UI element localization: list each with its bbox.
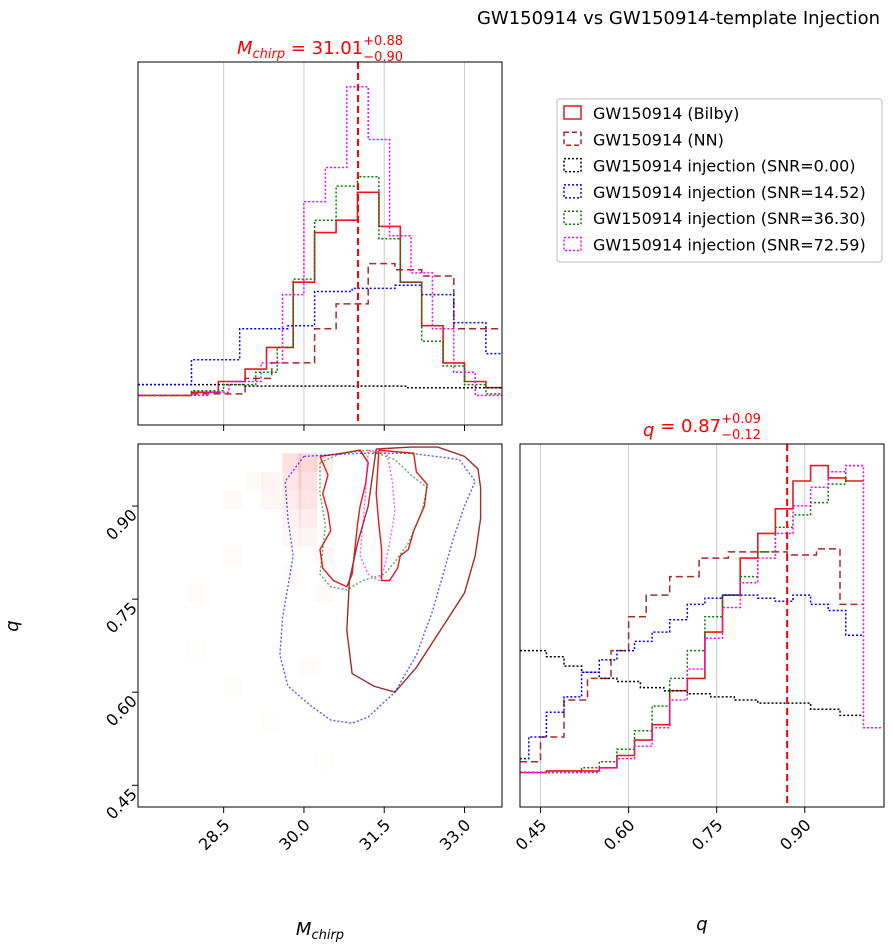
legend: GW150914 (Bilby) GW150914 (NN) GW150914 in… — [556, 98, 883, 263]
hist-gw150914-bilby — [520, 464, 864, 774]
figure-title: GW150914 vs GW150914-template Injection — [477, 8, 880, 29]
mchirp-marginal-panel: Mchirp = 31.01+0.88 −0.90 — [137, 34, 503, 431]
hist-gw150914-injection-snr-36-30 — [138, 176, 502, 397]
legend-label: GW150914 injection (SNR=72.59) — [593, 236, 866, 255]
legend-frame — [556, 98, 883, 263]
q-marginal-grid — [540, 444, 806, 807]
q-tick-label: 0.75 — [102, 598, 141, 637]
legend-label: GW150914 injection (SNR=14.52) — [593, 183, 866, 202]
hist-gw150914-injection-snr-0-00 — [520, 649, 864, 717]
heatmap-cell — [298, 490, 318, 510]
q-tick-label: 0.60 — [102, 691, 141, 730]
y-axis-label-q: q — [2, 620, 23, 631]
legend-label: GW150914 (NN) — [593, 130, 724, 149]
mchirp-tick-label: 28.5 — [195, 815, 234, 854]
legend-swatch-gw150914-injection-snr-36-30 — [563, 210, 582, 225]
q-marginal-tick-label: 0.60 — [600, 815, 639, 854]
hist-gw150914-injection-snr-72-59 — [520, 464, 882, 774]
hist-gw150914-injection-snr-0-00 — [138, 383, 502, 389]
q-marginal-ticks: 0.45 0.60 0.75 0.90 — [512, 807, 815, 854]
legend-label: GW150914 (Bilby) — [593, 104, 739, 123]
q-marginal-frame — [519, 443, 885, 808]
q-marginal-series — [520, 464, 882, 774]
heatmap-cell — [282, 490, 302, 510]
legend-swatch-gw150914-bilby — [563, 105, 582, 120]
heatmap-cell — [186, 639, 205, 658]
hist-gw150914-injection-snr-36-30 — [520, 464, 864, 774]
contour-gw150914-nn — [346, 446, 482, 693]
mchirp-tick-label: 30.0 — [275, 815, 314, 854]
q-marginal-tick-label: 0.90 — [776, 815, 815, 854]
heatmap-cell — [315, 751, 334, 770]
heatmap-cell — [298, 471, 318, 491]
heatmap-cell — [224, 677, 243, 696]
legend-label: GW150914 injection (SNR=36.30) — [593, 209, 866, 228]
contour-lines — [279, 446, 482, 724]
mchirp-marginal-title: Mchirp = 31.01+0.88 −0.90 — [237, 34, 403, 65]
q-marginal-panel: q = 0.87+0.09 −0.12 0.45 0.60 0.75 0.90 — [512, 412, 885, 854]
hist-gw150914-injection-snr-14-52 — [520, 594, 864, 760]
x-axis-label-mchirp: Mchirp — [296, 919, 344, 943]
contour-gw150914-injection-snr-72-59 — [359, 449, 396, 582]
mchirp-marginal-series — [138, 86, 502, 397]
heatmap-cell — [261, 471, 280, 491]
heatmap-cell — [315, 546, 334, 565]
q-tick-label: 0.45 — [102, 785, 141, 824]
heatmap-cell — [261, 714, 280, 733]
mchirp-marginal-grid — [223, 62, 466, 425]
heatmap-cell — [283, 565, 302, 584]
density-heatmap — [186, 453, 334, 770]
heatmap-cell — [245, 472, 264, 491]
hist-gw150914-nn — [138, 262, 502, 397]
heatmap-cell — [224, 491, 243, 510]
hist-gw150914-bilby — [138, 191, 502, 397]
heatmap-cell — [299, 658, 318, 677]
q-marginal-title: q = 0.87+0.09 −0.12 — [643, 412, 761, 443]
heatmap-cell — [298, 509, 318, 528]
heatmap-cell — [186, 584, 205, 603]
mchirp-tick-label: 33.0 — [436, 815, 475, 854]
contour-gw150914-injection-snr-14-52 — [279, 452, 477, 724]
legend-swatch-gw150914-injection-snr-72-59 — [563, 236, 582, 252]
heatmap-cell — [282, 509, 302, 528]
mchirp-q-panel: 28.5 30.0 31.5 33.0 0.45 0.60 0.75 0.90 — [102, 443, 503, 854]
hist-gw150914-injection-snr-14-52 — [138, 284, 502, 386]
legend-swatch-gw150914-injection-snr-14-52 — [563, 184, 582, 199]
heatmap-cell — [224, 546, 243, 565]
mchirp-q-yticks: 0.45 0.60 0.75 0.90 — [102, 505, 141, 823]
q-marginal-tick-label: 0.75 — [688, 815, 727, 854]
heatmap-cell — [261, 491, 280, 510]
contour-gw150914-bilby — [375, 449, 428, 582]
x-axis-label-q: q — [696, 914, 707, 935]
q-tick-label: 0.90 — [102, 505, 141, 544]
mchirp-marginal-ticks — [223, 425, 466, 431]
mchirp-tick-label: 31.5 — [356, 815, 395, 854]
legend-swatch-gw150914-injection-snr-0-00 — [563, 157, 582, 173]
hist-gw150914-injection-snr-72-59 — [138, 86, 502, 397]
mchirp-q-frame — [137, 443, 503, 808]
mchirp-marginal-frame — [137, 61, 503, 426]
legend-label: GW150914 injection (SNR=0.00) — [593, 157, 856, 176]
contour-gw150914-injection-snr-36-30 — [319, 449, 428, 591]
heatmap-cell — [282, 471, 302, 491]
q-marginal-tick-label: 0.45 — [512, 815, 551, 854]
legend-swatch-gw150914-nn — [563, 131, 582, 147]
heatmap-cell — [283, 528, 302, 547]
mchirp-q-xticks: 28.5 30.0 31.5 33.0 — [195, 807, 475, 854]
heatmap-cell — [298, 527, 318, 547]
hist-gw150914-nn — [520, 548, 864, 763]
